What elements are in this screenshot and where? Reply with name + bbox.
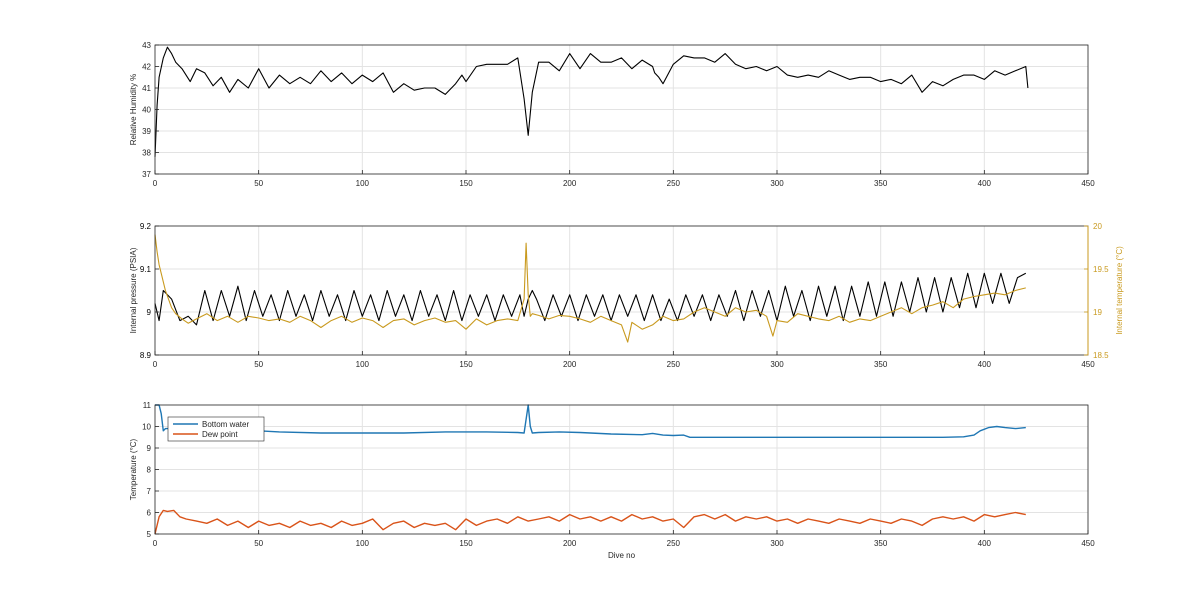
legend-box xyxy=(167,416,265,442)
y-tick-label: 39 xyxy=(142,127,151,136)
x-tick-label: 200 xyxy=(563,179,577,188)
x-tick-label: 300 xyxy=(770,539,784,548)
x-tick-label: 200 xyxy=(563,539,577,548)
y-tick-label: 6 xyxy=(147,509,152,518)
series-line-1 xyxy=(154,272,1027,326)
x-tick-label: 250 xyxy=(667,179,681,188)
x-axis-label: Dive no xyxy=(608,551,636,560)
x-tick-label: 400 xyxy=(978,360,992,369)
x-tick-label: 50 xyxy=(254,539,263,548)
x-tick-label: 450 xyxy=(1081,360,1095,369)
x-tick-label: 250 xyxy=(667,360,681,369)
chart-panel-1: 0 50 100 150 200 250 300 350 400 450 37 38 39 40 41 42 4… xyxy=(129,41,1095,188)
x-tick-label: 350 xyxy=(874,179,888,188)
x-tick-label: 350 xyxy=(874,360,888,369)
legend-label: Bottom water xyxy=(202,420,249,429)
y-tick-label: 11 xyxy=(143,401,152,410)
y-tick-label: 42 xyxy=(142,63,151,72)
x-tick-label: 450 xyxy=(1081,539,1095,548)
x-tick-label: 300 xyxy=(770,360,784,369)
x-tick-label: 350 xyxy=(874,539,888,548)
x-tick-label: 50 xyxy=(254,360,263,369)
plot-area xyxy=(155,226,1088,355)
y-tick-label: 8 xyxy=(147,466,152,475)
x-tick-label: 0 xyxy=(153,539,158,548)
x-tick-label: 200 xyxy=(563,360,577,369)
series-line-1 xyxy=(154,46,1029,157)
y-tick-label: 5 xyxy=(147,530,152,539)
right-y-axis-label: Internal temperature (°C) xyxy=(1115,246,1124,335)
right-y-tick-label: 19 xyxy=(1093,308,1102,317)
y-tick-label: 9 xyxy=(147,308,152,317)
x-tick-label: 150 xyxy=(459,179,473,188)
x-tick-label: 300 xyxy=(770,179,784,188)
y-tick-label: 40 xyxy=(142,106,151,115)
y-tick-label: 41 xyxy=(142,84,151,93)
x-tick-label: 50 xyxy=(254,179,263,188)
x-tick-label: 0 xyxy=(153,360,158,369)
right-y-tick-label: 19.5 xyxy=(1093,265,1109,274)
x-tick-label: 100 xyxy=(356,179,370,188)
x-tick-label: 150 xyxy=(459,360,473,369)
y-tick-label: 43 xyxy=(142,41,151,50)
y-axis-label: Relative Humidity % xyxy=(129,74,138,146)
x-tick-label: 400 xyxy=(978,539,992,548)
x-tick-label: 450 xyxy=(1081,179,1095,188)
y-axis-label: Internal pressure (PSIA) xyxy=(129,247,138,333)
y-tick-label: 9.1 xyxy=(140,265,152,274)
y-tick-label: 7 xyxy=(147,487,152,496)
right-y-tick-label: 18.5 xyxy=(1093,351,1109,360)
chart-panel-2: 0 50 100 150 200 250 300 350 400 450 8.9 9 9.1 9.2 18.… xyxy=(129,222,1124,369)
x-tick-label: 250 xyxy=(667,539,681,548)
x-tick-label: 150 xyxy=(459,539,473,548)
y-tick-label: 38 xyxy=(142,149,151,158)
x-tick-label: 0 xyxy=(153,179,158,188)
y-tick-label: 9 xyxy=(147,444,152,453)
series-line-2 xyxy=(154,234,1026,343)
y-axis-label: Temperature (°C) xyxy=(129,438,138,500)
x-tick-label: 100 xyxy=(356,539,370,548)
chart-panel-3: 0 50 100 150 200 250 300 350 400 450 5 6 7 8 9 10 11 Temp… xyxy=(129,401,1095,560)
right-y-tick-label: 20 xyxy=(1093,222,1102,231)
y-tick-label: 10 xyxy=(142,423,151,432)
y-tick-label: 9.2 xyxy=(140,222,152,231)
y-tick-label: 8.9 xyxy=(140,351,152,360)
x-tick-label: 100 xyxy=(356,360,370,369)
y-tick-label: 37 xyxy=(142,170,151,179)
x-tick-label: 400 xyxy=(978,179,992,188)
series-line-dew-point xyxy=(154,509,1026,535)
legend-label: Dew point xyxy=(202,430,238,439)
